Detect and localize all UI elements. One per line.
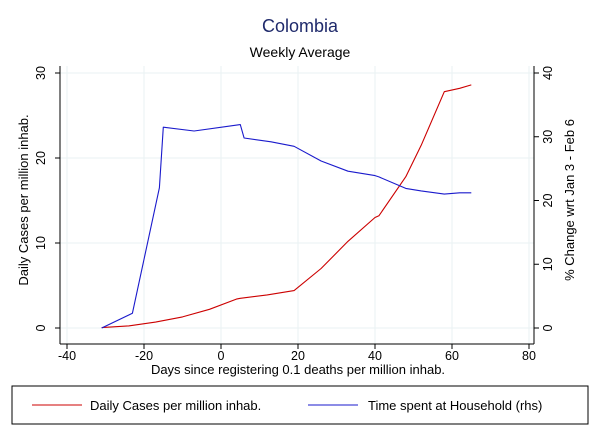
- y-tick-label-left: 10: [34, 236, 48, 250]
- chart-title: Colombia: [262, 16, 339, 36]
- axis-ticks: -40 -20 0 20 40 60 80 0 10 20 30 0 10 20 30 40: [34, 66, 555, 363]
- gridlines: [60, 66, 534, 344]
- y-tick-label-left: 20: [34, 151, 48, 165]
- x-tick-label: 40: [368, 349, 382, 363]
- y-tick-label-left: 30: [34, 66, 48, 80]
- y-tick-label-right: 0: [541, 324, 555, 331]
- x-tick-label: 20: [291, 349, 305, 363]
- y-tick-label-right: 10: [541, 257, 555, 271]
- x-tick-label: -40: [58, 349, 76, 363]
- y-tick-label-right: 30: [541, 130, 555, 144]
- y-tick-label-left: 0: [34, 324, 48, 331]
- y-axis-title-right: % Change wrt Jan 3 - Feb 6: [562, 119, 577, 281]
- legend-box: [11, 385, 589, 425]
- legend: Daily Cases per million inhab. Time spen…: [11, 385, 589, 425]
- legend-label-cases: Daily Cases per million inhab.: [90, 398, 261, 413]
- series-line-time-at-household: [101, 124, 472, 329]
- x-tick-label: 80: [522, 349, 536, 363]
- series-line-daily-cases: [101, 84, 472, 329]
- x-tick-label: -20: [135, 349, 153, 363]
- chart-subtitle: Weekly Average: [250, 44, 351, 60]
- y-tick-label-right: 40: [541, 66, 555, 80]
- series-lines: [101, 84, 472, 329]
- legend-label-household: Time spent at Household (rhs): [368, 398, 542, 413]
- y-tick-label-right: 20: [541, 194, 555, 208]
- x-tick-label: 60: [445, 349, 459, 363]
- x-tick-label: 0: [218, 349, 225, 363]
- x-axis-title: Days since registering 0.1 deaths per mi…: [151, 362, 445, 377]
- y-axis-title-left: Daily Cases per million inhab.: [16, 114, 31, 285]
